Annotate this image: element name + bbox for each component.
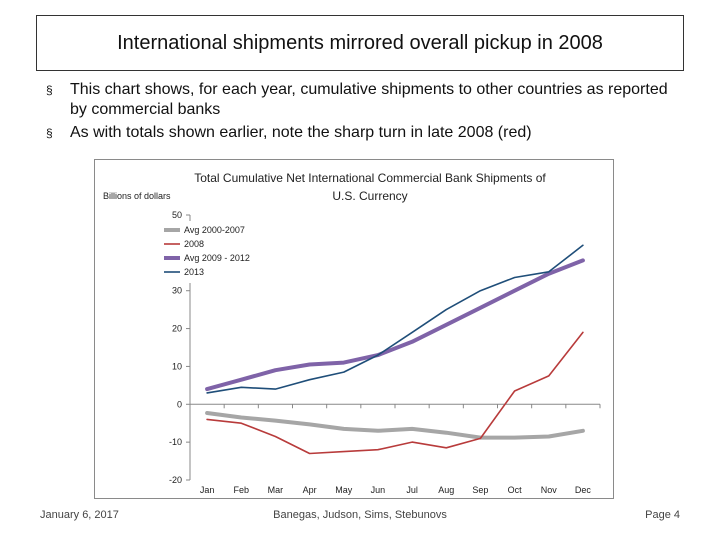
bullet-text: This chart shows, for each year, cumulat…: [70, 81, 668, 118]
footer-page: Page 4: [645, 509, 680, 521]
x-tick-label: Jun: [371, 485, 386, 495]
x-tick-label: Feb: [233, 485, 249, 495]
series-line: [206, 331, 584, 455]
legend-label: Avg 2009 - 2012: [184, 253, 250, 263]
footer-date: January 6, 2017: [40, 509, 119, 521]
y-axis-label: Billions of dollars: [103, 191, 171, 201]
series-line: [205, 411, 585, 440]
series-line: [205, 258, 585, 392]
y-tick-label: -10: [169, 437, 182, 447]
bullet-marker: §: [46, 126, 53, 140]
footer-authors: Banegas, Judson, Sims, Stebunovs: [273, 509, 447, 521]
y-tick-label: 50: [172, 210, 182, 220]
y-tick-label: 30: [172, 286, 182, 296]
y-tick-label: 20: [172, 324, 182, 334]
legend-label: 2008: [184, 239, 204, 249]
x-tick-label: Oct: [508, 485, 523, 495]
bullet-text: As with totals shown earlier, note the s…: [70, 124, 532, 141]
slide-title: International shipments mirrored overall…: [117, 31, 603, 54]
bullet-item: § As with totals shown earlier, note the…: [46, 123, 686, 143]
x-tick-label: Apr: [303, 485, 317, 495]
y-tick-label: -20: [169, 475, 182, 485]
x-tick-label: Jul: [406, 485, 418, 495]
chart-title-line-1: Total Cumulative Net International Comme…: [194, 171, 546, 185]
bullet-marker: §: [46, 83, 53, 97]
x-tick-label: Jan: [200, 485, 215, 495]
line-chart: Total Cumulative Net International Comme…: [103, 171, 601, 495]
y-tick-label: 10: [172, 361, 182, 371]
legend: Avg 2000-2007 2008 Avg 2009 - 2012 2013: [160, 221, 260, 283]
slide-title-box: International shipments mirrored overall…: [36, 15, 684, 71]
x-tick-label: Aug: [438, 485, 454, 495]
axes-layer: -20 -10 0 10 20 30 50 Jan Feb Mar Apr May Jun Jul Aug S…: [169, 210, 601, 495]
y-tick-label: 0: [177, 399, 182, 409]
chart-title-line-2: U.S. Currency: [332, 189, 407, 203]
x-tick-label: May: [335, 485, 353, 495]
series-line: [206, 244, 584, 394]
bullet-item: § This chart shows, for each year, cumul…: [46, 80, 686, 120]
x-tick-label: Sep: [472, 485, 488, 495]
chart-frame: Total Cumulative Net International Comme…: [94, 159, 614, 499]
series-layer: [205, 244, 585, 455]
x-tick-label: Nov: [541, 485, 558, 495]
legend-label: 2013: [184, 267, 204, 277]
x-tick-label: Dec: [575, 485, 592, 495]
x-tick-label: Mar: [268, 485, 284, 495]
bullet-list: § This chart shows, for each year, cumul…: [46, 80, 686, 146]
legend-label: Avg 2000-2007: [184, 225, 245, 235]
